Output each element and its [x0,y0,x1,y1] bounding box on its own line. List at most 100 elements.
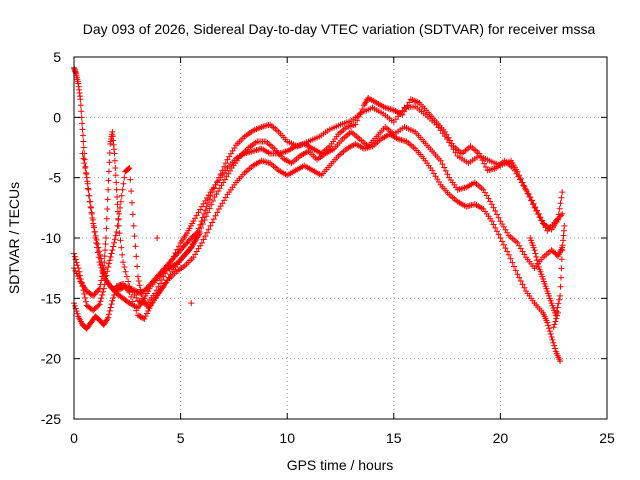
data-point [207,222,214,229]
data-point [104,196,111,203]
data-point [74,273,81,280]
y-tick-label: 5 [53,49,61,65]
data-point [121,263,128,270]
data-point [212,212,219,219]
data-point [554,312,561,319]
data-point [195,231,202,238]
data-point [101,253,108,260]
data-point [534,207,541,214]
data-point [112,165,119,172]
data-point [535,210,542,217]
data-point [96,285,103,292]
data-point [99,270,106,277]
data-point [98,264,105,271]
data-point [158,276,165,283]
data-point [492,224,499,231]
data-point [111,236,118,243]
data-point [559,210,566,217]
data-point [76,275,83,282]
data-point [79,150,86,157]
data-point [117,204,124,211]
data-point [73,259,80,266]
data-point [184,239,191,246]
data-point [126,165,133,172]
data-point [114,201,121,208]
data-point [82,165,89,172]
data-point [108,284,115,291]
data-point [92,290,99,297]
data-point [82,169,89,176]
data-point [158,270,165,277]
data-point [121,174,128,181]
data-point [79,126,86,133]
data-point [104,268,111,275]
data-point [118,192,125,199]
series-track-a [71,64,566,297]
data-point [359,106,366,113]
data-point [95,254,102,261]
data-point [439,161,446,168]
data-point [530,200,537,207]
data-point [98,277,105,284]
x-tick-label: 10 [279,430,295,446]
data-point [482,164,489,171]
data-point [527,193,534,200]
data-point [495,214,502,221]
data-point [557,283,564,290]
data-point [519,281,526,288]
data-point [198,218,205,225]
data-point [540,221,547,228]
data-point [96,301,103,308]
data-point [109,286,116,293]
data-point [516,172,523,179]
data-point [502,245,509,252]
data-point [136,282,143,289]
data-point [550,339,557,346]
data-point [106,307,113,314]
data-point [81,160,88,167]
data-point [556,213,563,220]
x-tick-label: 15 [386,430,402,446]
data-point [402,105,409,112]
data-point [105,311,112,318]
data-point [555,300,562,307]
data-point [103,215,110,222]
data-point [72,267,79,274]
data-point [509,259,516,266]
data-point [115,222,122,229]
data-point [205,226,212,233]
data-point [511,263,518,270]
data-point [551,345,558,352]
data-point [94,288,101,295]
data-point [102,241,109,248]
data-point [112,172,119,179]
plot-frame [73,56,608,420]
data-point [107,304,114,311]
data-point [201,217,208,224]
data-point [532,204,539,211]
series-track-d [71,95,566,308]
data-point [558,265,565,272]
data-point [488,201,495,208]
data-point [117,198,124,205]
data-point [125,165,132,172]
data-point [533,253,540,260]
data-point [111,239,118,246]
data-point [550,324,557,331]
data-point [90,292,97,299]
data-point [481,160,488,167]
data-point [521,284,528,291]
data-point [127,176,134,183]
data-point [87,198,94,205]
data-point [97,298,104,305]
data-point [539,217,546,224]
data-point [399,111,406,118]
data-point [197,221,204,228]
data-point [91,291,98,298]
data-point [145,307,152,314]
data-point [131,233,138,240]
data-point [534,257,541,264]
data-point [493,211,500,218]
data-point [107,283,114,290]
data-point [85,186,92,193]
